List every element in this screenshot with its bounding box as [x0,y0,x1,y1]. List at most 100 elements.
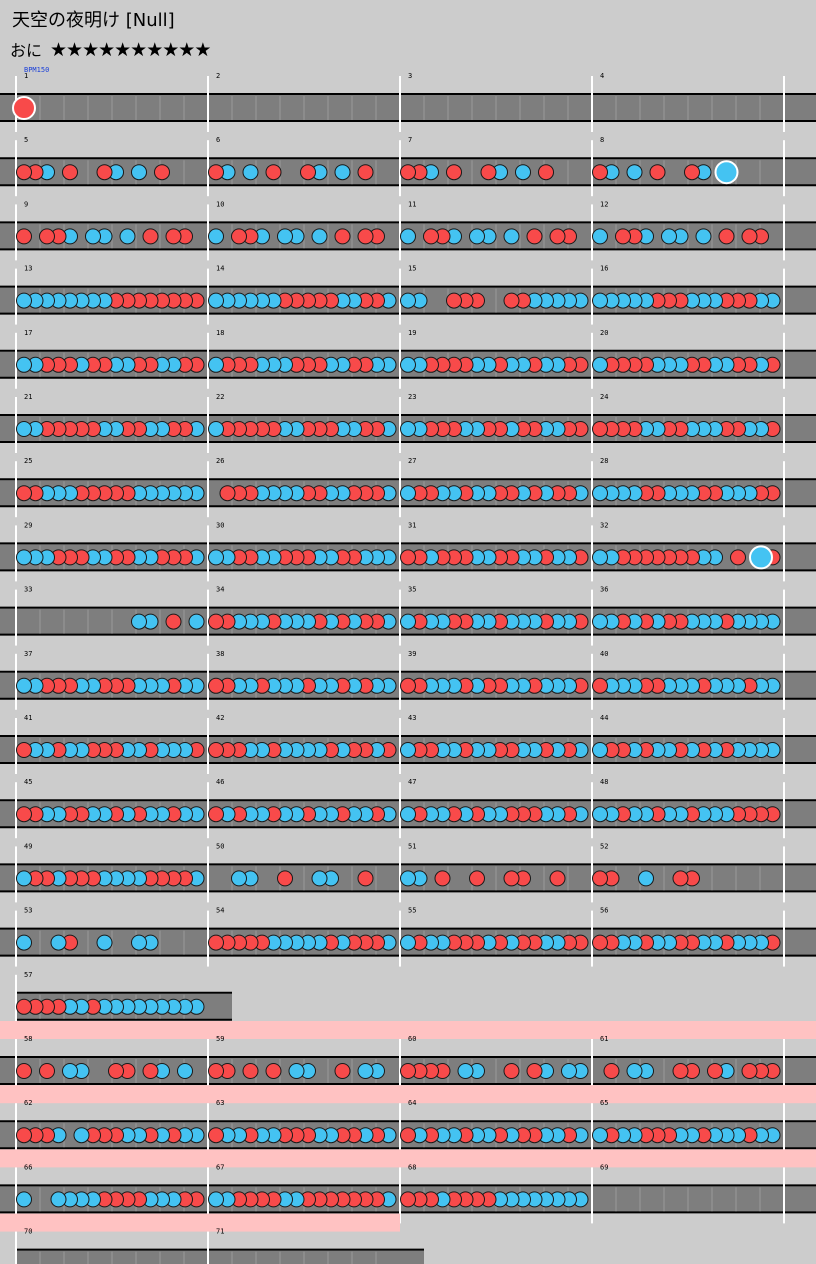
ka-note [277,228,293,245]
difficulty-line: おに ★★★★★★★★★★ [10,37,211,61]
don-note [142,1063,159,1079]
don-note [592,421,608,437]
don-note [242,1063,259,1079]
measure-number: 34 [216,586,224,594]
ka-note [16,421,32,437]
measure-number: 64 [408,1099,416,1107]
measure-number: 65 [600,1099,608,1107]
ka-note [208,421,224,437]
don-note [357,870,374,887]
ka-note [16,356,32,373]
measure-number: 54 [216,907,224,915]
measure-number: 3 [408,72,412,80]
ka-note [334,164,351,181]
ka-note [16,1191,32,1208]
measure-number: 36 [600,586,608,594]
don-note [334,1063,351,1079]
don-note [96,164,113,181]
measure-number: 8 [600,136,604,144]
don-note [142,228,159,245]
ka-note [400,292,416,309]
don-note [707,1063,723,1079]
ka-note [400,934,416,951]
ka-note [400,742,416,758]
measure-number: 2 [216,72,220,80]
measure-number: 67 [216,1163,224,1171]
measure-number: 18 [216,329,224,337]
ka-note [592,613,608,630]
ka-note [208,1191,224,1208]
ka-note [638,870,654,887]
measure-number: 56 [600,907,608,915]
don-note [718,228,735,245]
don-note [208,164,224,181]
ka-note [561,1063,577,1079]
don-note [741,1063,758,1079]
don-note [503,1063,520,1079]
measure-number: 15 [408,265,416,273]
ka-note [131,164,147,181]
don-note [208,934,224,951]
don-note [423,228,439,245]
don-note [603,1063,620,1079]
don-note [357,164,374,181]
ka-note [96,934,113,951]
ka-note [400,356,416,373]
chart-header: 天空の夜明け [Null] おに ★★★★★★★★★★ [0,0,816,64]
measure-number: 14 [216,265,224,273]
ka-note [73,1127,90,1144]
measure-number: 16 [600,265,608,273]
ka-note [50,1191,67,1208]
don-note [400,549,416,566]
measure-number: 17 [24,329,32,337]
measure-number: 30 [216,521,224,529]
ka-note [400,421,416,437]
big-don-note [12,96,36,120]
ka-note [85,228,101,245]
ka-note [592,806,608,823]
big-ka-note [714,160,739,185]
don-note [265,1063,282,1079]
don-note [39,228,55,245]
ka-note [469,228,485,245]
measure-number: 55 [408,907,416,915]
don-note [730,549,746,566]
don-note [277,870,293,887]
gogo-band [0,1021,816,1039]
ka-note [357,1063,374,1079]
don-note [649,164,666,181]
ka-note [16,870,32,887]
ka-note [592,292,608,309]
ka-note [131,934,147,951]
ka-note [626,1063,643,1079]
ka-note [288,1063,305,1079]
don-note [16,806,32,823]
don-note [208,677,224,694]
ka-note [592,356,608,373]
don-note [154,164,170,181]
ka-note [62,1063,78,1079]
ka-note [695,228,712,245]
don-note [16,742,32,758]
ka-note [400,485,416,502]
bpm-label: BPM150 [24,66,49,74]
measure-number: 49 [24,842,32,850]
don-note [549,228,566,245]
don-note [208,1063,224,1079]
don-note [16,485,32,502]
measure-number: 52 [600,842,608,850]
measure-number: 40 [600,650,608,658]
ka-note [131,613,147,630]
measure-number: 33 [24,586,32,594]
don-note [400,677,416,694]
ka-note [592,742,608,758]
measure-number: 59 [216,1035,224,1043]
song-title: 天空の夜明け [Null] [12,10,175,31]
ka-note [208,292,224,309]
don-note [469,870,485,887]
don-note [357,228,374,245]
don-note [400,1127,416,1144]
measure-number: 51 [408,842,416,850]
don-note [592,164,608,181]
